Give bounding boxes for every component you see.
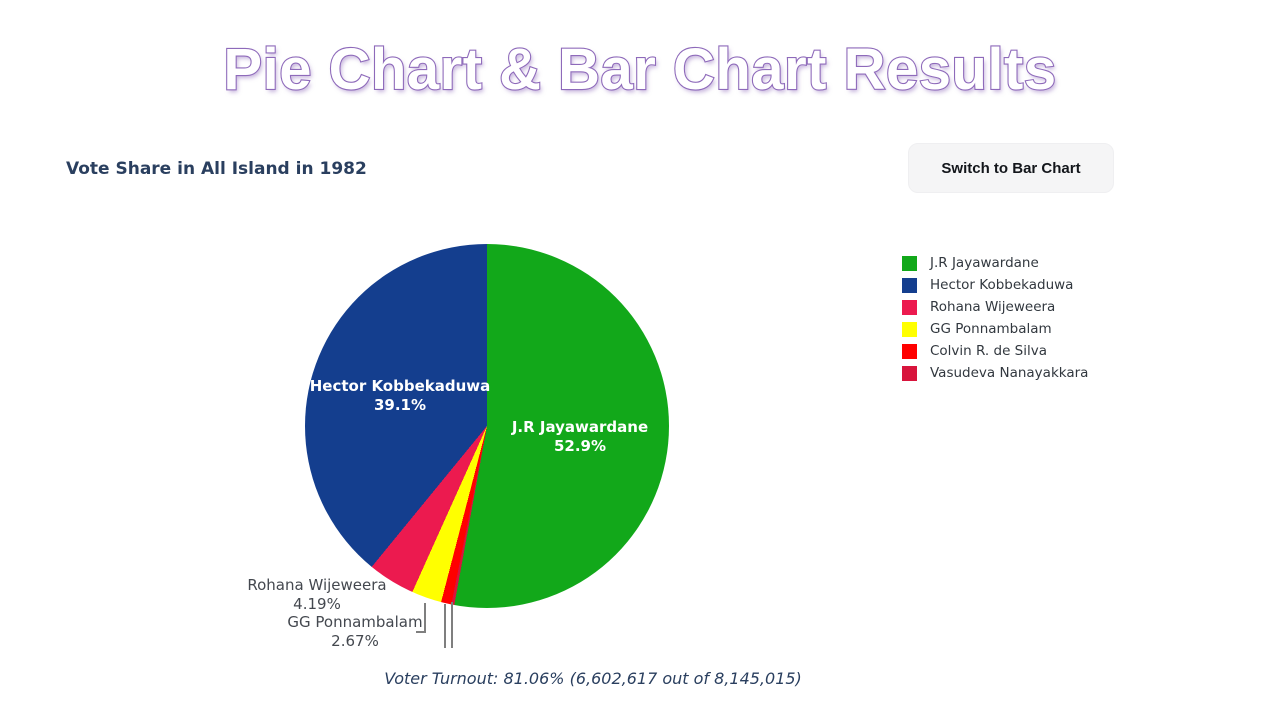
outside-label-name: Rohana Wijeweera	[247, 576, 387, 594]
legend-swatch	[902, 365, 917, 381]
legend-swatch	[902, 255, 917, 271]
legend-label: Hector Kobbekaduwa	[930, 277, 1074, 293]
outside-label-name: GG Ponnambalam	[287, 613, 423, 631]
legend-swatch	[902, 277, 917, 293]
outside-label-gg-ponnambalam: GG Ponnambalam 2.67%	[287, 613, 422, 651]
outside-label-rohana-wijeweera: Rohana Wijeweera 4.19%	[247, 576, 386, 614]
legend-item-hector-kobbekaduwa[interactable]: Hector Kobbekaduwa	[902, 274, 1088, 296]
page-title: Pie Chart & Bar Chart Results	[222, 36, 1057, 103]
leader-line-gg-ponnambalam-horizontal	[416, 631, 426, 633]
legend-label: Vasudeva Nanayakkara	[930, 365, 1089, 381]
legend-swatch	[902, 343, 917, 359]
leader-line-colvin-de-silva	[444, 604, 446, 648]
legend: J.R Jayawardane Hector Kobbekaduwa Rohan…	[902, 252, 1088, 384]
slice-label-name: Hector Kobbekaduwa	[309, 377, 491, 395]
slice-label-percent: 52.9%	[553, 437, 607, 455]
legend-item-vasudeva-nanayakkara[interactable]: Vasudeva Nanayakkara	[902, 362, 1088, 384]
legend-label: Colvin R. de Silva	[930, 343, 1048, 359]
leader-line-gg-ponnambalam-vertical	[424, 603, 426, 633]
legend-item-jr-jayawardane[interactable]: J.R Jayawardane	[902, 252, 1088, 274]
legend-item-gg-ponnambalam[interactable]: GG Ponnambalam	[902, 318, 1088, 340]
legend-label: GG Ponnambalam	[930, 321, 1052, 337]
pie-chart[interactable]	[305, 244, 669, 608]
legend-item-rohana-wijeweera[interactable]: Rohana Wijeweera	[902, 296, 1088, 318]
legend-swatch	[902, 321, 917, 337]
slice-label-hector-kobbekaduwa: Hector Kobbekaduwa 39.1%	[310, 377, 491, 415]
voter-turnout-caption: Voter Turnout: 81.06% (6,602,617 out of …	[384, 669, 802, 688]
leader-line-vasudeva-nanayakkara	[451, 602, 453, 648]
outside-label-percent: 4.19%	[293, 595, 341, 613]
outside-label-percent: 2.67%	[331, 632, 379, 650]
slice-label-percent: 39.1%	[373, 396, 427, 414]
slice-label-jr-jayawardane: J.R Jayawardane 52.9%	[512, 418, 648, 456]
chart-title: Vote Share in All Island in 1982	[66, 159, 367, 179]
legend-label: J.R Jayawardane	[930, 255, 1039, 271]
legend-swatch	[902, 299, 917, 315]
slice-label-name: J.R Jayawardane	[511, 418, 649, 436]
switch-to-bar-chart-button[interactable]: Switch to Bar Chart	[908, 143, 1114, 193]
legend-item-colvin-de-silva[interactable]: Colvin R. de Silva	[902, 340, 1088, 362]
legend-label: Rohana Wijeweera	[930, 299, 1056, 315]
